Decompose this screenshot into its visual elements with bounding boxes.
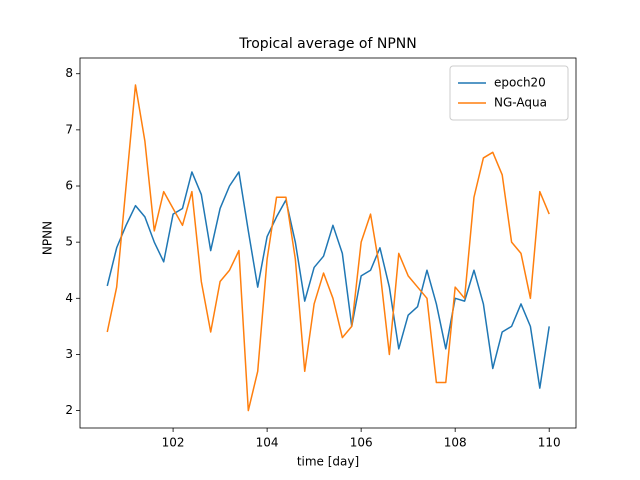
- y-tick-label: 8: [65, 66, 73, 80]
- line-series: [106, 171, 550, 389]
- line-series: [106, 84, 550, 412]
- x-tick-label: 106: [350, 436, 373, 450]
- y-tick-label: 4: [65, 291, 73, 305]
- x-tick-label: 108: [444, 436, 467, 450]
- x-tick-label: 102: [162, 436, 185, 450]
- y-tick-label: 5: [65, 235, 73, 249]
- y-tick-label: 7: [65, 122, 73, 136]
- legend-box: [449, 65, 569, 121]
- y-tick-label: 6: [65, 179, 73, 193]
- y-tick-label: 3: [65, 347, 73, 361]
- plot-frame: [79, 57, 577, 429]
- x-tick-label: 110: [538, 436, 561, 450]
- y-axis-label: NPNN: [41, 221, 55, 255]
- y-tick-label: 2: [65, 403, 73, 417]
- x-axis-label: time [day]: [297, 455, 359, 469]
- legend-label: epoch20: [494, 76, 546, 90]
- legend-label: NG-Aqua: [494, 96, 547, 110]
- chart-title: Tropical average of NPNN: [238, 36, 416, 52]
- x-tick-label: 104: [256, 436, 279, 450]
